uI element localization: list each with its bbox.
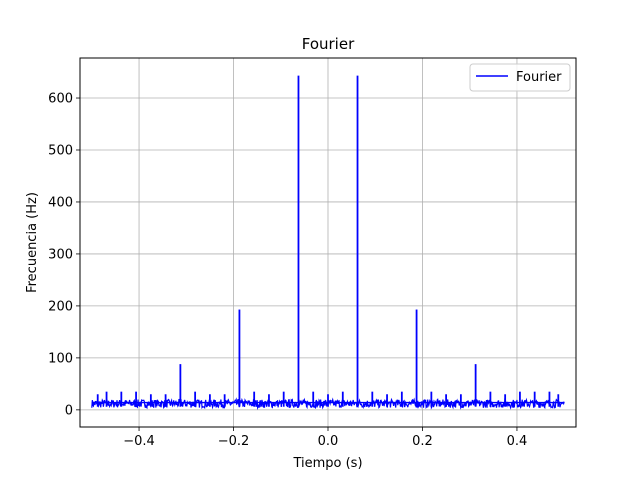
plot-area	[91, 75, 565, 411]
x-tick-label: 0.2	[412, 434, 433, 449]
y-tick-label: 0	[65, 403, 73, 418]
legend: Fourier	[469, 63, 571, 92]
x-tick-label: −0.2	[218, 434, 250, 449]
x-ticks: −0.4 −0.2 0.0 0.2 0.4	[123, 427, 527, 449]
y-tick-label: 300	[48, 247, 73, 262]
chart-title: Fourier	[302, 35, 355, 53]
y-tick-label: 100	[48, 351, 73, 366]
x-tick-label: 0.0	[318, 434, 339, 449]
legend-box	[469, 63, 571, 92]
y-axis-label: Frecuencia (Hz)	[25, 192, 40, 293]
y-tick-label: 200	[48, 299, 73, 314]
y-tick-label: 400	[48, 195, 73, 210]
grid	[80, 58, 576, 427]
legend-label-fourier: Fourier	[516, 70, 562, 85]
series-fourier	[91, 75, 565, 411]
x-tick-label: 0.4	[507, 434, 528, 449]
x-axis-label: Tiempo (s)	[292, 456, 362, 471]
y-tick-label: 500	[48, 143, 73, 158]
y-tick-label: 600	[48, 92, 73, 107]
x-tick-label: −0.4	[123, 434, 155, 449]
y-ticks: 0 100 200 300 400 500 600	[48, 92, 80, 418]
